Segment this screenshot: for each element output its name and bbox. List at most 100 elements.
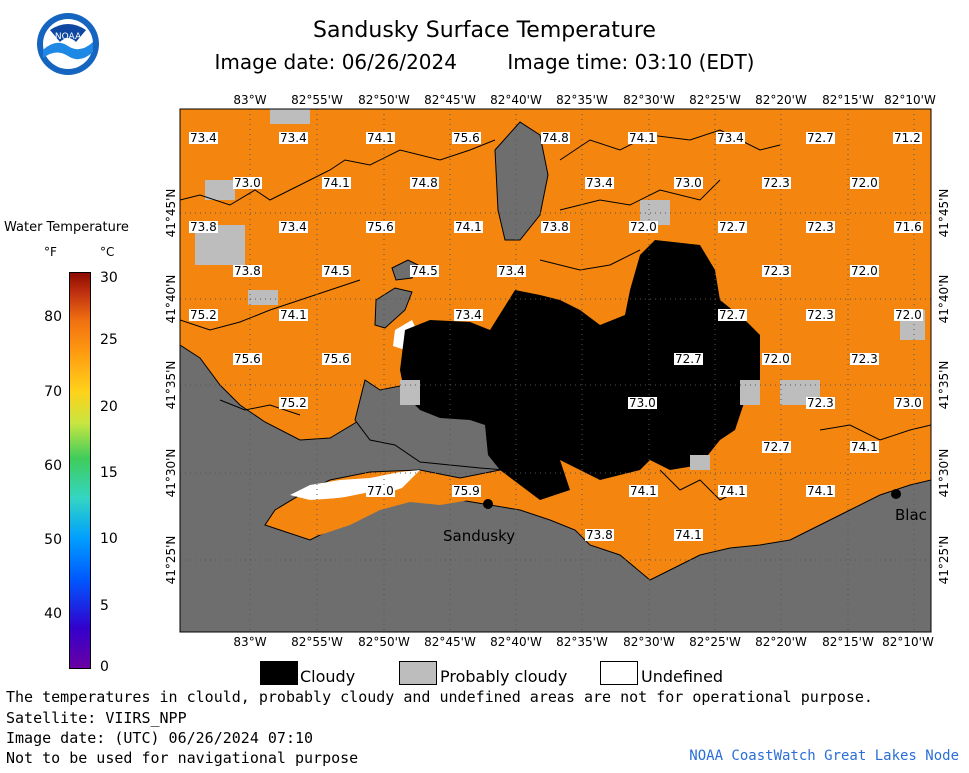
temp-label: 74.1 <box>718 484 747 498</box>
lon-label: 82°35'W <box>556 93 608 107</box>
temp-label: 73.4 <box>454 308 483 322</box>
lat-label: 41°25'N <box>164 536 178 585</box>
lon-label: 83°W <box>233 93 266 107</box>
temp-label: 73.4 <box>497 264 526 278</box>
map-frame <box>179 108 932 633</box>
temp-label: 73.4 <box>189 131 218 145</box>
temp-label: 74.1 <box>806 484 835 498</box>
lon-label: 82°20'W <box>755 635 807 649</box>
lon-label: 82°10'W <box>884 93 936 107</box>
temp-label: 73.0 <box>233 176 262 190</box>
image-time: Image time: 03:10 (EDT) <box>507 50 755 74</box>
lon-label: 82°55'W <box>291 635 343 649</box>
temp-label: 74.8 <box>410 176 439 190</box>
temp-label: 72.7 <box>762 440 791 454</box>
scale-tick-c: 20 <box>100 399 118 415</box>
temp-label: 74.1 <box>674 528 703 542</box>
isotherm-contours <box>180 129 931 501</box>
lat-label: 41°25'N <box>937 536 951 585</box>
scale-tick-c: 25 <box>100 332 118 348</box>
legend-swatch-probably-cloudy <box>399 661 437 685</box>
legend-label-probably-cloudy: Probably cloudy <box>440 667 568 686</box>
longitude-labels-top: 83°W 82°55'W 82°50'W 82°45'W 82°40'W 82°… <box>233 93 936 107</box>
temp-label: 75.6 <box>366 220 395 234</box>
unit-celsius: °C <box>100 245 115 259</box>
temp-label: 74.5 <box>410 264 439 278</box>
place-blac: Blac <box>895 506 927 524</box>
scale-tick-c: 30 <box>100 270 118 286</box>
land-kelleys-island <box>494 121 549 241</box>
lat-label: 41°40'N <box>937 275 951 324</box>
scale-title: Water Temperature <box>4 220 129 235</box>
temp-label: 73.8 <box>541 220 570 234</box>
temp-label: 74.1 <box>629 484 658 498</box>
footer-utc-date: Image date: (UTC) 06/26/2024 07:10 <box>6 729 314 747</box>
lon-label: 82°40'W <box>490 635 542 649</box>
temp-label: 72.7 <box>718 308 747 322</box>
temp-label: 71.6 <box>894 220 923 234</box>
footer-note: The temperatures in clould, probably clo… <box>6 688 873 706</box>
temp-label: 74.1 <box>454 220 483 234</box>
lon-label: 82°40'W <box>490 93 542 107</box>
image-datetime: Image date: 06/26/2024 Image time: 03:10… <box>0 50 969 74</box>
color-scale-bar <box>69 272 91 669</box>
lon-label: 82°30'W <box>623 93 675 107</box>
undefined-area <box>290 470 420 500</box>
temp-label: 74.1 <box>322 176 351 190</box>
temp-label: 75.6 <box>322 352 351 366</box>
lon-label: 82°15'W <box>822 93 874 107</box>
temp-label: 74.5 <box>322 264 351 278</box>
temp-label: 72.0 <box>850 176 879 190</box>
temp-label: 72.0 <box>762 352 791 366</box>
temp-label: 73.0 <box>894 396 923 410</box>
scale-tick-f: 60 <box>44 458 62 474</box>
temp-label: 75.6 <box>452 131 481 145</box>
noaa-logo: NOAA <box>36 12 100 76</box>
temp-label: 73.4 <box>716 131 745 145</box>
lon-label: 82°50'W <box>358 635 410 649</box>
temp-label: 73.0 <box>628 396 657 410</box>
temp-label: 73.0 <box>674 176 703 190</box>
lon-label: 82°20'W <box>755 93 807 107</box>
page-title: Sandusky Surface Temperature <box>313 18 656 43</box>
lat-label: 41°35'N <box>937 361 951 410</box>
lat-label: 41°45'N <box>164 189 178 238</box>
lon-label: 82°15'W <box>822 635 874 649</box>
scale-tick-c: 0 <box>100 659 109 675</box>
lon-label: 82°10'W <box>882 635 934 649</box>
legend-label-undefined: Undefined <box>641 667 724 686</box>
graticule <box>180 109 931 632</box>
temp-label: 75.2 <box>189 308 218 322</box>
lat-label: 41°30'N <box>937 449 951 498</box>
unit-fahrenheit: °F <box>44 245 57 259</box>
temp-label: 72.7 <box>674 352 703 366</box>
lat-label: 41°35'N <box>164 361 178 410</box>
temp-label: 75.2 <box>279 396 308 410</box>
temp-label: 72.3 <box>806 308 835 322</box>
temp-label: 72.3 <box>762 264 791 278</box>
temp-label: 72.0 <box>894 308 923 322</box>
scale-tick-c: 10 <box>100 531 118 547</box>
legend-label-cloudy: Cloudy <box>300 667 356 686</box>
lon-label: 82°50'W <box>358 93 410 107</box>
temp-label: 72.0 <box>629 220 658 234</box>
scale-tick-f: 70 <box>44 384 62 400</box>
legend-swatch-cloudy <box>260 661 298 685</box>
lat-label: 41°30'N <box>164 449 178 498</box>
temp-label: 74.1 <box>279 308 308 322</box>
place-sandusky: Sandusky <box>443 527 515 545</box>
temp-label: 74.1 <box>850 440 879 454</box>
temp-label: 73.4 <box>279 220 308 234</box>
lon-label: 82°30'W <box>623 635 675 649</box>
bay-water <box>285 482 490 535</box>
temp-label: 72.3 <box>850 352 879 366</box>
land-small-island <box>374 287 413 329</box>
temp-label: 75.6 <box>233 352 262 366</box>
logo-text: NOAA <box>55 32 82 42</box>
scale-tick-f: 50 <box>44 532 62 548</box>
temp-label: 77.0 <box>366 484 395 498</box>
footer-satellite: Satellite: VIIRS_NPP <box>6 709 187 727</box>
temp-label: 72.3 <box>806 396 835 410</box>
temp-label: 74.1 <box>628 131 657 145</box>
footer-credit: NOAA CoastWatch Great Lakes Node <box>689 748 959 764</box>
